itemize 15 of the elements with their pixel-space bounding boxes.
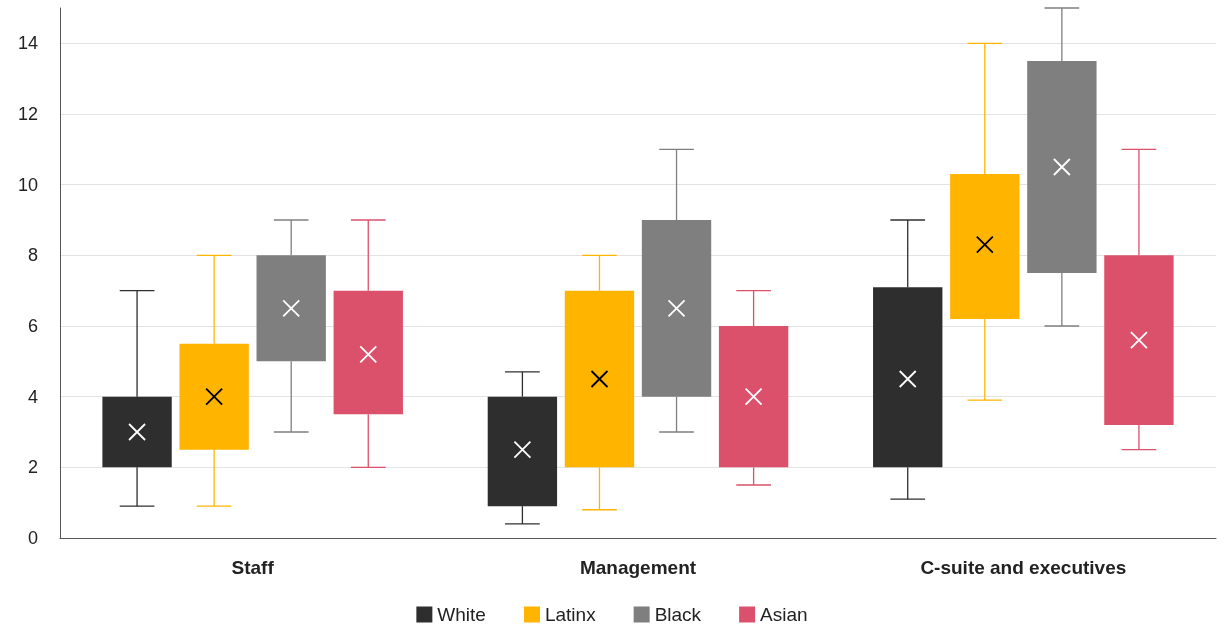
legend-label: Latinx <box>544 604 597 625</box>
y-tick-label: 14 <box>17 33 38 54</box>
x-tick-label: Staff <box>231 557 275 578</box>
y-tick-label: 0 <box>27 528 38 548</box>
x-tick-label: C-suite and executives <box>920 557 1127 578</box>
y-tick-label: 12 <box>17 104 38 124</box>
x-tick-label: Management <box>579 557 697 578</box>
y-tick-label: 8 <box>27 245 38 266</box>
y-tick-label: 4 <box>27 386 38 407</box>
y-tick-label: 2 <box>27 457 38 478</box>
legend-label: White <box>437 604 486 625</box>
y-tick-label: 10 <box>17 174 38 195</box>
legend-label: Black <box>654 604 702 625</box>
y-tick-label: 6 <box>27 316 38 336</box>
legend-label: Asian <box>760 604 808 625</box>
